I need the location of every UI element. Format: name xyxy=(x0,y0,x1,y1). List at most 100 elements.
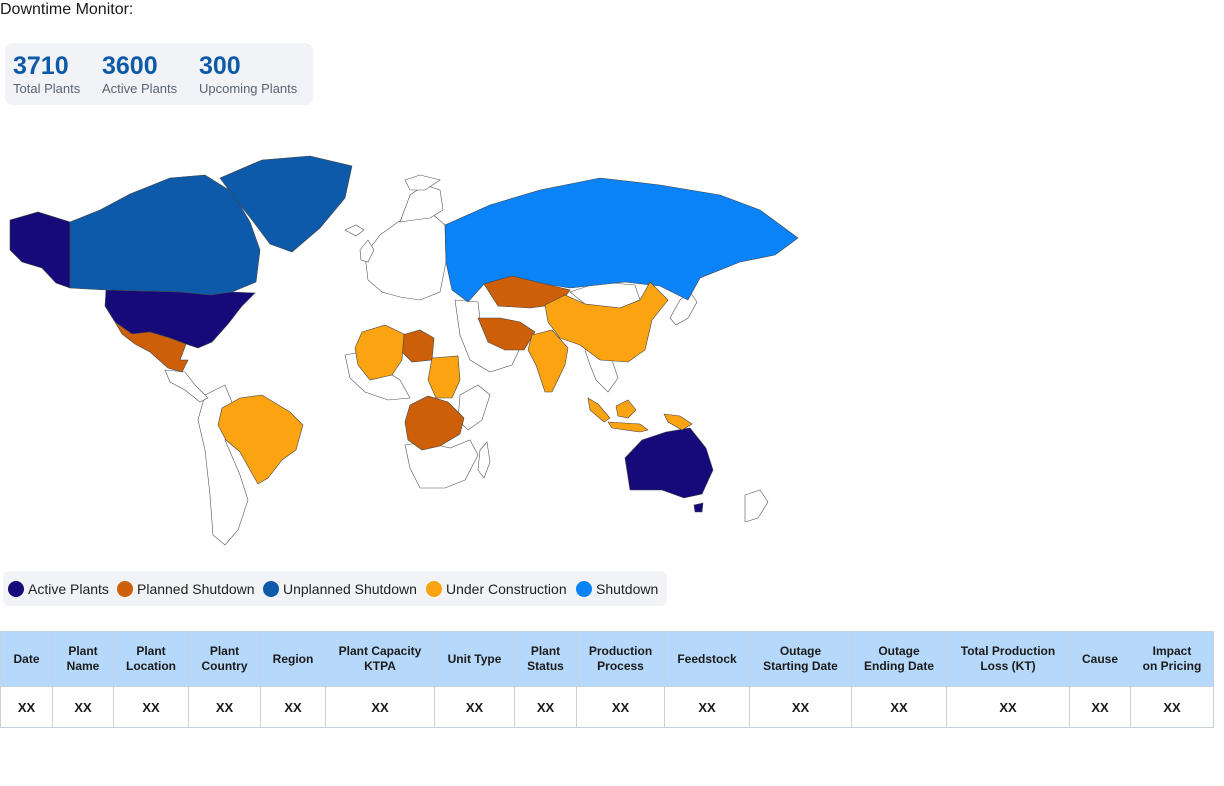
legend-label: Active Plants xyxy=(28,581,109,597)
map-region-tasmania[interactable] xyxy=(693,502,704,513)
map-region-india[interactable] xyxy=(527,329,569,393)
column-header-text: Production xyxy=(588,644,653,658)
column-header-text: Starting Date xyxy=(763,659,838,673)
legend-dot xyxy=(8,581,24,597)
map-region-libya[interactable] xyxy=(399,329,435,363)
map-region-greenland[interactable] xyxy=(219,155,353,253)
table-cell: XX xyxy=(113,686,189,728)
map-region-united-states[interactable] xyxy=(104,289,256,349)
table-cell: XX xyxy=(576,686,665,728)
column-header[interactable]: Impact on Pricing xyxy=(1130,631,1214,687)
table-cell: XX xyxy=(514,686,577,728)
stat-active-plants: 3600 Active Plants xyxy=(102,51,177,97)
column-header-text: Outage xyxy=(779,644,822,658)
stats-card: 3710 Total Plants 3600 Active Plants 300… xyxy=(5,43,313,105)
stat-upcoming-plants: 300 Upcoming Plants xyxy=(199,51,297,97)
table-cell: XX xyxy=(664,686,750,728)
column-header-text: Total Production xyxy=(960,644,1056,658)
column-header-text: Process xyxy=(597,659,644,673)
column-header-text: Date xyxy=(13,651,40,666)
table-cell: XX xyxy=(1069,686,1131,728)
column-header[interactable]: Cause xyxy=(1069,631,1131,687)
table-cell: XX xyxy=(851,686,947,728)
table-cell: XX xyxy=(434,686,515,728)
map-region-mexico[interactable] xyxy=(114,321,189,373)
map-region-svalbard[interactable] xyxy=(404,174,441,191)
column-header[interactable]: Plant Name xyxy=(52,631,114,687)
table-cell: XX xyxy=(52,686,114,728)
map-region-canada[interactable] xyxy=(69,174,261,296)
stat-total-plants: 3710 Total Plants xyxy=(13,51,80,97)
column-header[interactable]: Plant Location xyxy=(113,631,189,687)
legend-dot xyxy=(576,581,592,597)
column-header-text: KTPA xyxy=(364,659,396,673)
column-header-text: Name xyxy=(66,659,100,673)
map-region-dr-congo[interactable] xyxy=(404,395,465,451)
world-map[interactable] xyxy=(0,150,810,550)
map-region-indonesia-sumatra[interactable] xyxy=(587,397,611,423)
table-cell: XX xyxy=(0,686,53,728)
column-header[interactable]: Date xyxy=(0,631,53,687)
column-header-text: Impact xyxy=(1152,644,1192,658)
column-header-text: Outage xyxy=(878,644,920,658)
map-region-europe[interactable] xyxy=(364,211,447,301)
column-header[interactable]: Production Process xyxy=(576,631,665,687)
column-header-text: Cause xyxy=(1081,651,1119,666)
column-header[interactable]: Plant Status xyxy=(514,631,577,687)
legend-dot xyxy=(426,581,442,597)
map-region-iran[interactable] xyxy=(477,317,536,351)
column-header[interactable]: Total Production Loss (KT) xyxy=(946,631,1070,687)
column-header-text: Plant xyxy=(68,644,98,658)
map-region-uk[interactable] xyxy=(359,239,375,263)
map-region-indonesia-java[interactable] xyxy=(607,421,649,433)
column-header-text: Location xyxy=(126,659,176,673)
column-header-text: Plant xyxy=(209,644,240,658)
table-cell: XX xyxy=(946,686,1070,728)
stat-value: 3710 xyxy=(13,52,69,80)
legend-item-under-construction[interactable]: Under Construction xyxy=(426,580,567,598)
page-title: Downtime Monitor: xyxy=(0,1,134,18)
column-header-text: Country xyxy=(201,659,248,673)
map-region-southern-africa[interactable] xyxy=(404,439,479,489)
map-region-brazil[interactable] xyxy=(217,394,304,485)
column-header-text: Loss (KT) xyxy=(980,659,1036,673)
map-region-china[interactable] xyxy=(544,281,669,363)
column-header-text: Plant Capacity xyxy=(338,644,422,658)
map-region-madagascar[interactable] xyxy=(477,441,491,479)
legend-item-planned-shutdown[interactable]: Planned Shutdown xyxy=(117,580,255,598)
table-row[interactable]: XX XX XX XX XX XX XX XX XX XX XX XX XX XX XX xyxy=(0,686,1214,728)
map-region-new-zealand[interactable] xyxy=(744,489,769,523)
map-region-algeria[interactable] xyxy=(354,324,405,381)
table-cell: XX xyxy=(325,686,435,728)
map-region-iceland[interactable] xyxy=(344,224,365,237)
downtime-table: Date Plant Name Plant Location Plant Country Re… xyxy=(0,631,1214,728)
column-header-text: Plant xyxy=(136,644,166,658)
column-header[interactable]: Outage Starting Date xyxy=(749,631,852,687)
map-region-alaska[interactable] xyxy=(9,211,71,289)
map-region-australia[interactable] xyxy=(624,427,714,499)
map-region-russia[interactable] xyxy=(444,177,799,303)
map-region-scandinavia[interactable] xyxy=(399,184,444,223)
stat-value: 300 xyxy=(199,52,241,80)
column-header[interactable]: Plant Country xyxy=(188,631,261,687)
column-header[interactable]: Feedstock xyxy=(664,631,750,687)
stat-label: Total Plants xyxy=(13,81,81,96)
column-header[interactable]: Unit Type xyxy=(434,631,515,687)
column-header-text: Feedstock xyxy=(677,651,737,666)
legend-label: Shutdown xyxy=(596,581,659,597)
stat-value: 3600 xyxy=(102,52,158,80)
map-region-sudan[interactable] xyxy=(427,355,461,399)
table-cell: XX xyxy=(188,686,261,728)
map-region-indonesia-papua[interactable] xyxy=(663,413,693,431)
column-header-text: Unit Type xyxy=(447,651,502,666)
column-header[interactable]: Plant Capacity KTPA xyxy=(325,631,435,687)
legend-item-unplanned-shutdown[interactable]: Unplanned Shutdown xyxy=(263,580,417,598)
map-region-central-america[interactable] xyxy=(164,369,209,403)
map-region-indonesia-borneo[interactable] xyxy=(615,399,637,419)
column-header[interactable]: Region xyxy=(260,631,326,687)
column-header[interactable]: Outage Ending Date xyxy=(851,631,947,687)
table-cell: XX xyxy=(260,686,326,728)
legend-item-shutdown[interactable]: Shutdown xyxy=(576,580,658,598)
table-cell: XX xyxy=(1130,686,1214,728)
legend-item-active-plants[interactable]: Active Plants xyxy=(8,580,109,598)
